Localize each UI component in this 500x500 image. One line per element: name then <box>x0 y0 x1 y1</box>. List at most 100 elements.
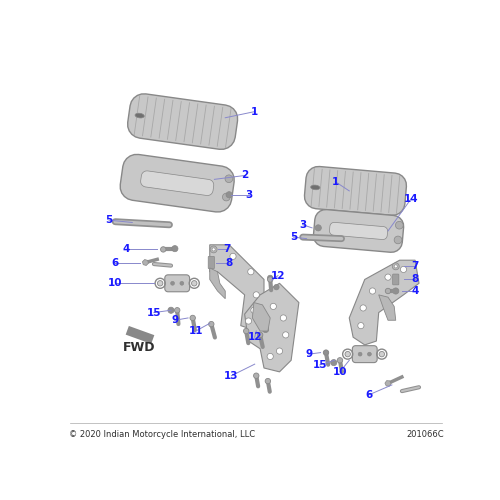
Ellipse shape <box>251 307 257 314</box>
Polygon shape <box>126 326 154 344</box>
Ellipse shape <box>330 360 337 366</box>
Polygon shape <box>252 302 270 331</box>
Ellipse shape <box>337 358 342 363</box>
Ellipse shape <box>160 246 166 252</box>
Polygon shape <box>314 210 404 252</box>
Text: 7: 7 <box>412 262 419 272</box>
Ellipse shape <box>262 326 268 332</box>
Ellipse shape <box>158 280 163 286</box>
Ellipse shape <box>370 288 376 294</box>
Text: 14: 14 <box>404 194 418 203</box>
Ellipse shape <box>253 292 260 298</box>
Polygon shape <box>304 166 406 216</box>
Text: 6: 6 <box>112 258 119 268</box>
Text: 7: 7 <box>223 244 230 254</box>
Text: 8: 8 <box>412 274 419 284</box>
Ellipse shape <box>135 113 144 118</box>
Ellipse shape <box>265 378 270 384</box>
Text: 15: 15 <box>146 308 161 318</box>
Text: 201066C: 201066C <box>406 430 444 438</box>
Polygon shape <box>330 222 388 240</box>
Text: 10: 10 <box>108 278 122 288</box>
Text: 11: 11 <box>188 326 203 336</box>
Text: 13: 13 <box>224 370 238 380</box>
Polygon shape <box>210 245 264 330</box>
Ellipse shape <box>324 350 328 356</box>
Ellipse shape <box>180 282 184 285</box>
Text: 4: 4 <box>412 286 419 296</box>
Text: 4: 4 <box>122 244 130 254</box>
Ellipse shape <box>392 288 399 294</box>
Text: 5: 5 <box>106 215 112 225</box>
Ellipse shape <box>280 315 286 321</box>
Ellipse shape <box>257 320 263 326</box>
Ellipse shape <box>274 284 279 290</box>
Ellipse shape <box>324 350 328 355</box>
Polygon shape <box>140 171 214 196</box>
Ellipse shape <box>168 307 174 314</box>
Ellipse shape <box>282 332 289 338</box>
Ellipse shape <box>254 373 259 378</box>
Ellipse shape <box>222 193 230 201</box>
Ellipse shape <box>315 225 322 231</box>
Ellipse shape <box>385 274 391 280</box>
Ellipse shape <box>246 318 252 324</box>
Text: 1: 1 <box>251 106 258 117</box>
Ellipse shape <box>268 275 273 280</box>
Ellipse shape <box>358 322 364 328</box>
Ellipse shape <box>244 328 249 334</box>
Ellipse shape <box>400 266 406 272</box>
Polygon shape <box>378 295 396 320</box>
Text: 2: 2 <box>241 170 248 180</box>
Text: 9: 9 <box>306 349 312 359</box>
Ellipse shape <box>358 352 362 356</box>
Text: 6: 6 <box>365 390 372 400</box>
Polygon shape <box>120 154 234 212</box>
Ellipse shape <box>190 316 196 320</box>
Polygon shape <box>210 268 225 298</box>
Text: FWD: FWD <box>123 340 156 353</box>
Ellipse shape <box>270 304 276 310</box>
Ellipse shape <box>268 277 273 282</box>
Ellipse shape <box>394 265 398 268</box>
Text: 5: 5 <box>290 232 297 242</box>
Text: 15: 15 <box>312 360 327 370</box>
Polygon shape <box>244 284 299 372</box>
Text: 3: 3 <box>245 190 252 200</box>
FancyBboxPatch shape <box>208 256 214 268</box>
Polygon shape <box>128 94 238 150</box>
Ellipse shape <box>392 263 399 270</box>
Polygon shape <box>165 275 190 292</box>
Ellipse shape <box>276 348 282 354</box>
Ellipse shape <box>360 305 366 311</box>
Ellipse shape <box>394 236 402 244</box>
Polygon shape <box>385 380 391 386</box>
Ellipse shape <box>379 352 384 357</box>
Polygon shape <box>142 260 148 266</box>
Text: 12: 12 <box>248 332 262 342</box>
Text: 10: 10 <box>332 367 347 377</box>
Ellipse shape <box>225 175 233 182</box>
Ellipse shape <box>248 268 254 275</box>
Text: © 2020 Indian Motorcycle International, LLC: © 2020 Indian Motorcycle International, … <box>68 430 255 438</box>
Text: 9: 9 <box>172 316 178 326</box>
Ellipse shape <box>386 288 390 294</box>
Ellipse shape <box>230 254 236 260</box>
Ellipse shape <box>192 280 197 286</box>
Ellipse shape <box>345 352 350 357</box>
FancyBboxPatch shape <box>392 274 399 285</box>
Ellipse shape <box>172 246 178 252</box>
Text: 8: 8 <box>226 258 233 268</box>
Ellipse shape <box>267 354 274 360</box>
Ellipse shape <box>226 192 232 198</box>
Text: 12: 12 <box>270 270 285 280</box>
Ellipse shape <box>310 185 320 190</box>
Ellipse shape <box>396 222 403 229</box>
Ellipse shape <box>170 282 174 285</box>
Ellipse shape <box>368 352 372 356</box>
Polygon shape <box>352 346 377 362</box>
Polygon shape <box>349 260 419 345</box>
Ellipse shape <box>258 332 263 338</box>
Ellipse shape <box>174 308 180 313</box>
Ellipse shape <box>212 248 215 251</box>
